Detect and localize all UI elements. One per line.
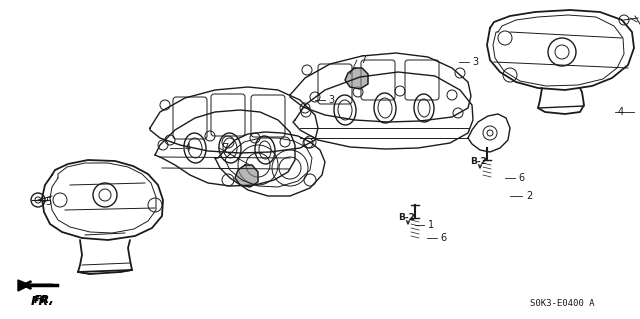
Text: B-2: B-2 [398, 213, 415, 222]
Text: 3: 3 [472, 57, 478, 67]
Polygon shape [18, 280, 30, 291]
Text: 1: 1 [428, 220, 434, 230]
Polygon shape [345, 68, 368, 89]
Text: S0K3-E0400 A: S0K3-E0400 A [530, 299, 595, 308]
Text: 7: 7 [222, 143, 228, 153]
Text: 6: 6 [518, 173, 524, 183]
Text: FR.: FR. [34, 295, 54, 305]
Polygon shape [235, 165, 258, 187]
Text: 7: 7 [360, 55, 366, 65]
Text: 4: 4 [618, 107, 624, 117]
Text: 2: 2 [526, 191, 532, 201]
Text: B-2: B-2 [470, 158, 487, 167]
Text: 4: 4 [185, 143, 191, 153]
Text: 5: 5 [45, 197, 51, 207]
Text: 6: 6 [440, 233, 446, 243]
Text: 3: 3 [328, 95, 334, 105]
Text: FR.: FR. [31, 295, 54, 308]
